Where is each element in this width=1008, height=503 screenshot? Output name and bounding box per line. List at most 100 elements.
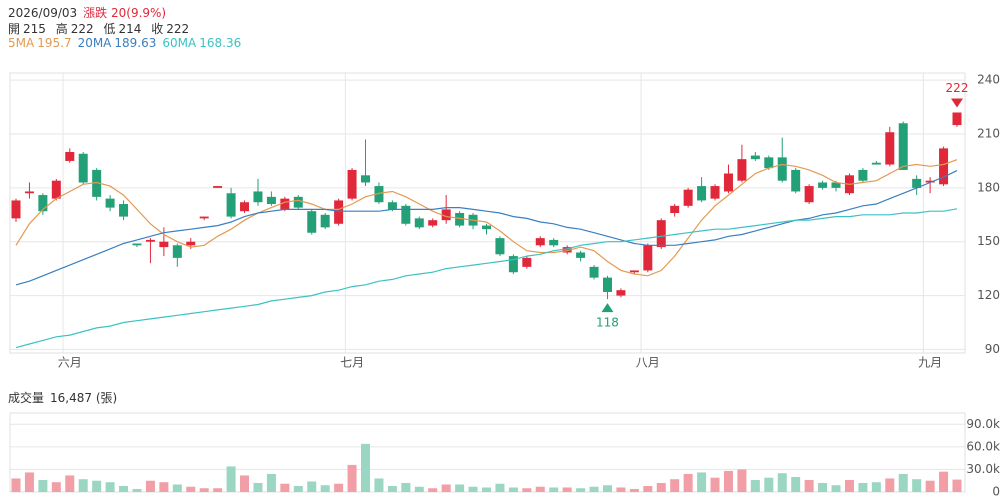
- volume-bar: [656, 482, 666, 492]
- header-line-1: 2026/09/03 漲跌 20(9.9%): [8, 4, 172, 21]
- candle-body: [51, 180, 61, 199]
- volume-bar: [320, 485, 330, 492]
- volume-bar: [858, 482, 868, 492]
- volume-bar: [280, 483, 290, 492]
- candle-body: [495, 238, 505, 255]
- candle-body: [576, 252, 586, 258]
- volume-bar: [912, 479, 922, 492]
- volume-bar: [455, 484, 465, 492]
- volume-bar: [535, 486, 545, 492]
- candle-body: [226, 193, 236, 217]
- volume-bar: [737, 469, 747, 492]
- candle-body: [885, 132, 895, 165]
- candle-body: [105, 198, 115, 208]
- volume-bar: [885, 478, 895, 492]
- candle-body: [186, 241, 196, 246]
- volume-bar: [670, 479, 680, 492]
- volume-bar: [78, 479, 88, 492]
- candle-body: [253, 191, 263, 203]
- y-tick-label: 90: [985, 342, 1000, 356]
- volume-bar: [629, 488, 639, 492]
- candle-body: [455, 213, 465, 226]
- candle-body: [24, 191, 34, 194]
- volume-bar: [871, 482, 881, 492]
- candle-body: [441, 209, 451, 221]
- candle-body: [683, 189, 693, 206]
- change: 漲跌 20(9.9%): [83, 6, 167, 20]
- candle-body: [266, 196, 276, 205]
- volume-bar: [952, 479, 962, 492]
- candle-body: [78, 153, 88, 183]
- ohlc-label: 收: [151, 22, 164, 36]
- volume-bar: [777, 473, 787, 492]
- volume-bar: [791, 476, 801, 492]
- candle-body: [159, 241, 169, 248]
- y-tick-label: 210: [977, 127, 1000, 141]
- volume-bar: [428, 488, 438, 492]
- volume-bar: [898, 473, 908, 492]
- ma-legend-name: 20MA: [77, 36, 112, 50]
- volume-bar: [804, 479, 814, 492]
- candle-body: [764, 157, 774, 169]
- candle-body: [858, 169, 868, 181]
- volume-bar: [549, 487, 559, 492]
- ohlc-value: 222: [70, 22, 94, 36]
- candle-body: [723, 173, 733, 192]
- y-tick-label: 150: [977, 234, 1000, 248]
- candle-body: [199, 216, 209, 219]
- candle-body: [132, 243, 142, 246]
- volume-bar: [576, 488, 586, 492]
- ma-line: [15, 159, 958, 277]
- ma-line: [15, 208, 958, 349]
- candle-body: [750, 155, 760, 160]
- candle-body: [361, 175, 371, 183]
- ma-legend-name: 5MA: [8, 36, 35, 50]
- ma-legend-name: 60MA: [162, 36, 197, 50]
- candle-body: [334, 200, 344, 224]
- high-annotation: 222: [946, 81, 969, 95]
- candle-body: [38, 195, 48, 212]
- volume-bar: [199, 488, 209, 492]
- candle-body: [482, 225, 491, 230]
- candle-body: [374, 186, 384, 203]
- candle-body: [11, 200, 21, 219]
- volume-bar: [750, 479, 760, 492]
- header-line-2: 開 215 高 222 低 214 收 222: [8, 20, 195, 37]
- volume-bar: [105, 482, 115, 492]
- candle-body: [92, 169, 102, 197]
- plot-frame: [9, 72, 966, 354]
- candle-body: [737, 159, 747, 181]
- volume-bar: [468, 486, 478, 492]
- volume-bar: [441, 484, 451, 492]
- volume-bar: [764, 477, 774, 492]
- volume-bar: [240, 475, 250, 492]
- candle-body: [428, 220, 438, 226]
- volume-bar: [643, 485, 653, 492]
- low-marker: [601, 303, 614, 313]
- candle-body: [629, 270, 639, 273]
- volume-bar: [925, 480, 935, 492]
- volume-bar: [159, 482, 169, 492]
- candle-body: [952, 112, 962, 126]
- candle-body: [508, 256, 518, 273]
- y-tick-label: 0: [992, 485, 1000, 499]
- volume-bar: [266, 473, 276, 492]
- y-tick-label: 120: [977, 288, 1000, 302]
- candle-body: [643, 245, 653, 271]
- volume-bar: [145, 480, 155, 492]
- volume-bar: [831, 485, 841, 492]
- candle-body: [347, 169, 357, 199]
- volume-bar: [51, 482, 61, 492]
- volume-bar: [589, 486, 599, 492]
- candle-body: [697, 186, 707, 201]
- candle-body: [912, 178, 922, 188]
- candle-body: [145, 239, 155, 242]
- candle-body: [65, 151, 75, 161]
- candle-body: [818, 182, 828, 188]
- y-tick-label: 180: [977, 180, 1000, 194]
- ohlc-value: 215: [23, 22, 46, 36]
- volume-bar: [347, 464, 357, 492]
- volume-bar: [11, 478, 21, 492]
- volume-bar: [710, 477, 720, 492]
